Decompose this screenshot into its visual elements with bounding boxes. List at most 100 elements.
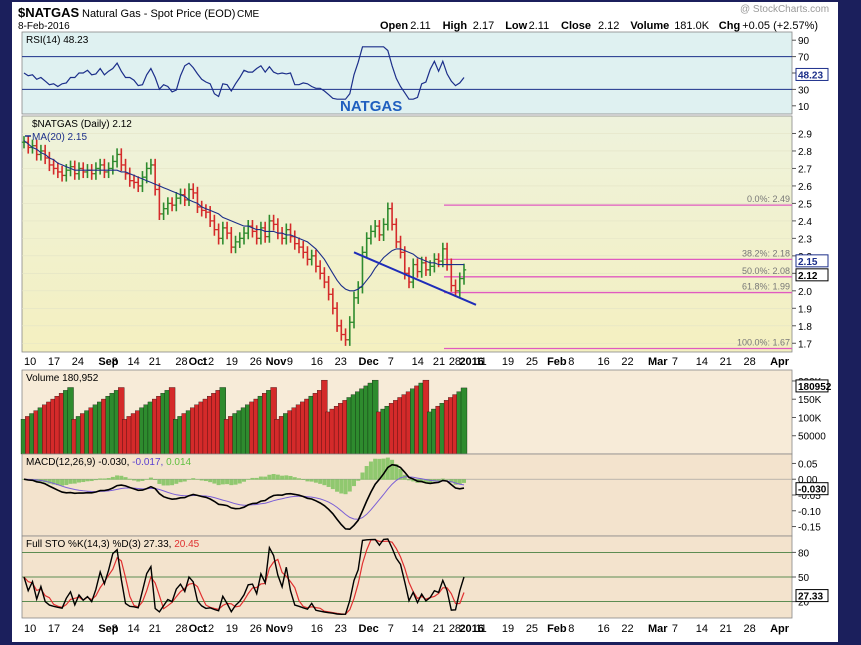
macd-histogram-bar xyxy=(110,476,115,480)
x-tick-label: 28 xyxy=(449,356,461,368)
rsi-tick-label: 90 xyxy=(798,36,810,47)
macd-histogram-bar xyxy=(153,479,158,481)
macd-histogram-bar xyxy=(127,478,132,480)
macd-histogram-bar xyxy=(132,479,136,481)
sto-tick-label: 80 xyxy=(798,548,810,559)
x-tick-label: 28 xyxy=(744,356,756,368)
x-tick-label: 14 xyxy=(696,623,708,635)
last-price-badge: 2.12 xyxy=(798,271,818,282)
macd-histogram-bar xyxy=(343,479,348,495)
ohlc-label-chg: Chg xyxy=(719,20,740,32)
macd-legend-signal: -0.017, xyxy=(132,457,166,468)
ohlc-value-high: 2.17 xyxy=(473,20,494,32)
macd-histogram-bar xyxy=(81,479,86,483)
macd-histogram-bar xyxy=(445,479,450,480)
macd-histogram-bar xyxy=(89,479,94,482)
macd-histogram-bar xyxy=(428,479,433,483)
macd-tick-label: -0.15 xyxy=(798,523,821,534)
x-tick-label: 8 xyxy=(568,356,574,368)
axis-bg xyxy=(22,354,792,369)
fib-label: 61.8%: 1.99 xyxy=(742,282,790,292)
x-tick-label: 12 xyxy=(202,623,214,635)
sto-d-line xyxy=(23,538,465,615)
macd-histogram-bar xyxy=(123,477,128,480)
macd-histogram-bar xyxy=(72,479,77,484)
rsi-badge-box xyxy=(795,67,829,81)
x-tick-label: 22 xyxy=(621,356,633,368)
rsi-legend: RSI(14) 48.23 xyxy=(26,35,89,46)
macd-histogram-bar xyxy=(326,479,331,487)
ma-badge-box xyxy=(795,254,829,268)
x-tick-label: Mar xyxy=(648,623,668,635)
x-tick-label: 26 xyxy=(250,356,262,368)
x-tick-label: 24 xyxy=(72,623,84,635)
sto-panel: 80 50 20 Full STO %K(14,3) %D(3) 27.33, 20.… xyxy=(21,535,829,619)
x-tick-label: 19 xyxy=(502,623,514,635)
price-tick-label: 2.3 xyxy=(798,234,812,245)
macd-legend-hist: 0.014 xyxy=(166,457,191,468)
x-tick-label: 9 xyxy=(287,356,293,368)
x-tick-label: Nov xyxy=(266,623,288,635)
x-tick-label: 26 xyxy=(250,623,262,635)
ohlc-value-volume: 181.0K xyxy=(674,20,710,32)
price-tick-label: 1.8 xyxy=(798,322,812,333)
natgas-annotation: NATGAS xyxy=(340,98,402,115)
macd-histogram-bar xyxy=(381,458,386,480)
price-bg xyxy=(21,115,793,353)
x-tick-label: 28 xyxy=(744,623,756,635)
watermark: @ StockCharts.com xyxy=(740,4,829,15)
macd-histogram-bar xyxy=(423,479,428,484)
macd-histogram-bar xyxy=(203,479,208,482)
x-tick-label: Oct xyxy=(189,356,208,368)
macd-histogram-bar xyxy=(263,476,268,480)
macd-histogram-bar xyxy=(292,477,297,480)
macd-histogram-bar xyxy=(85,479,90,482)
chart-date: 8-Feb-2016 xyxy=(18,21,70,32)
macd-histogram-bar xyxy=(115,475,120,480)
macd-histogram-bar xyxy=(335,479,340,492)
x-tick-label: 21 xyxy=(149,356,161,368)
macd-histogram-bar xyxy=(453,479,458,485)
x-tick-label: 2016 xyxy=(459,356,483,368)
macd-histogram-bar xyxy=(106,478,111,480)
ohlc-readout: Open 2.11 High 2.17 Low 2.11 Close 2.12 Volume 18… xyxy=(380,20,818,32)
macd-histogram-bar xyxy=(77,479,81,483)
macd-histogram-bar xyxy=(47,479,52,484)
sto-badge-box xyxy=(795,589,829,603)
macd-histogram-bar xyxy=(352,479,356,487)
x-tick-label: 25 xyxy=(526,623,538,635)
macd-histogram-bar xyxy=(208,479,213,483)
macd-histogram-bar xyxy=(301,479,306,480)
macd-panel: 0.05 0.00 -0.05 -0.10 -0.15 MACD(12,26,9) -0.… xyxy=(21,453,829,537)
x-tick-label: Mar xyxy=(648,356,668,368)
x-tick-label: 21 xyxy=(433,356,445,368)
macd-histogram-bar xyxy=(212,479,217,484)
macd-histogram-bar xyxy=(233,479,238,485)
rsi-tick-label: 10 xyxy=(798,102,810,113)
x-tick-label: Feb xyxy=(547,623,567,635)
fib-label: 38.2%: 2.18 xyxy=(742,248,790,258)
macd-histogram-bar xyxy=(119,475,124,480)
macd-histogram-bar xyxy=(411,479,416,482)
macd-histogram-bar xyxy=(288,475,293,480)
x-tick-label: Dec xyxy=(359,623,379,635)
macd-histogram-bar xyxy=(457,479,462,485)
x-tick-label: 23 xyxy=(335,623,347,635)
x-tick-label: Oct xyxy=(189,623,208,635)
macd-histogram-bar xyxy=(60,479,65,486)
price-panel: 2.92.82.72.62.52.42.32.22.12.01.91.81.70… xyxy=(21,115,829,353)
instrument-name: Natural Gas - Spot Price (EOD) xyxy=(82,8,235,20)
macd-histogram-bar xyxy=(318,479,323,484)
macd-histogram-bar xyxy=(330,479,335,490)
sto-tick-label: 50 xyxy=(798,573,810,584)
macd-histogram-bar xyxy=(182,479,187,482)
x-tick-label: 16 xyxy=(311,356,323,368)
x-tick-label: 24 xyxy=(72,356,84,368)
macd-histogram-bar xyxy=(271,474,276,480)
x-tick-label: 14 xyxy=(412,623,424,635)
sto-legend-name: Full STO %K(14,3) %D(3) 27.33, xyxy=(26,539,174,550)
price-tick-label: 2.7 xyxy=(798,164,812,175)
x-tick-label: 12 xyxy=(202,356,214,368)
x-tick-label: 10 xyxy=(24,623,36,635)
x-tick-label: 7 xyxy=(672,356,678,368)
